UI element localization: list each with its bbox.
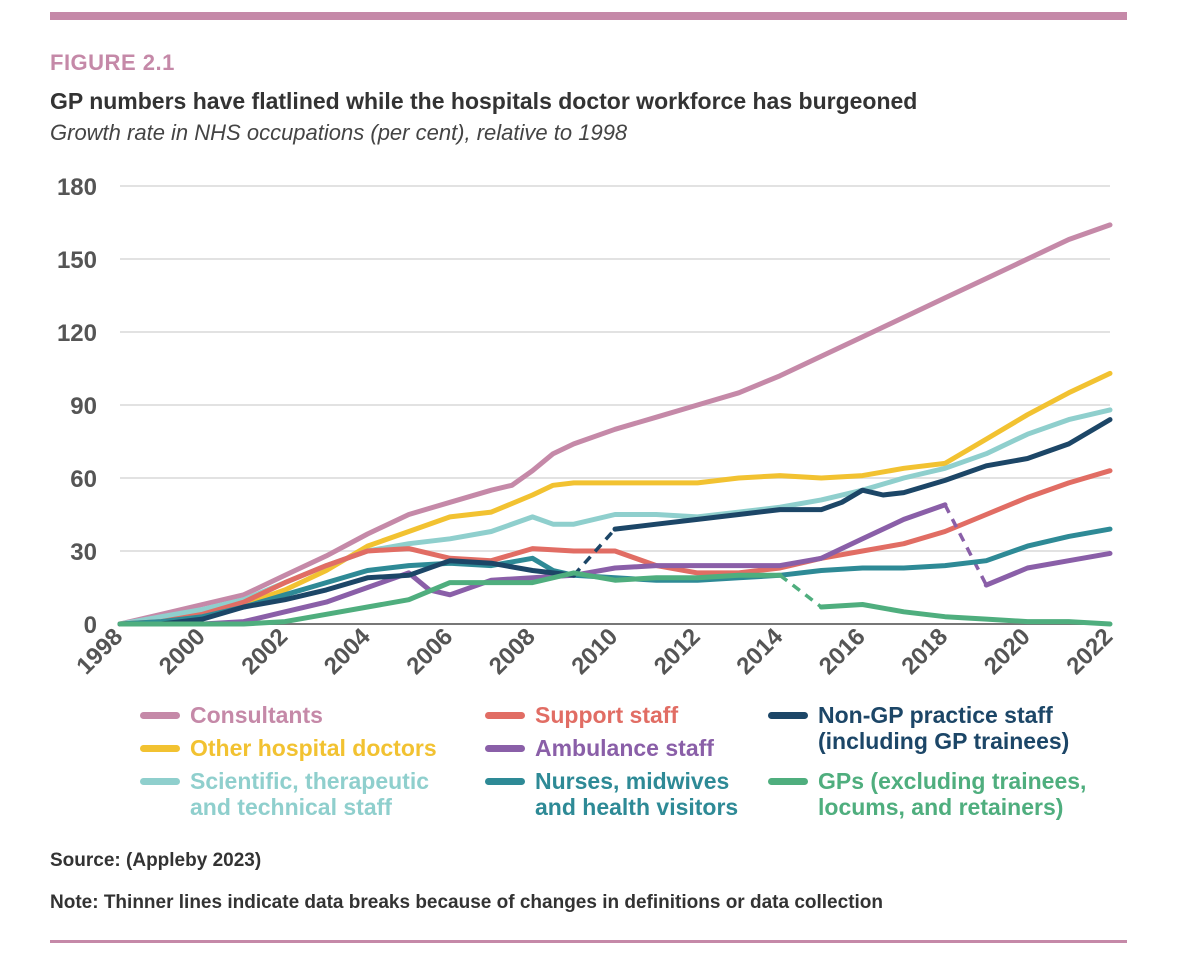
chart-title: GP numbers have flatlined while the hosp… xyxy=(50,88,918,114)
figure-label: FIGURE 2.1 xyxy=(50,50,175,75)
legend-swatch xyxy=(485,778,525,785)
x-tick-label: 2016 xyxy=(814,623,871,680)
legend-label: Non-GP practice staff (including GP trai… xyxy=(818,702,1070,754)
series-line-other-hospital-doctors xyxy=(117,370,1113,627)
series-line-gps-data-break xyxy=(778,573,823,609)
x-tick-label: 2000 xyxy=(154,623,211,680)
x-tick-label: 2006 xyxy=(401,623,458,680)
x-tick-label: 2002 xyxy=(236,623,293,680)
legend-item-gps: GPs (excluding trainees, locums, and ret… xyxy=(768,768,1086,820)
legend-swatch xyxy=(768,778,808,785)
line-chart: 0 30 60 90 120 150 180 1998 2000 2002 2004 2006 200… xyxy=(57,174,1118,680)
x-tick-label: 2018 xyxy=(896,623,953,680)
legend-label: Scientific, therapeutic and technical st… xyxy=(190,768,430,820)
legend-item-nurses-midwives: Nurses, midwives and health visitors xyxy=(485,768,738,820)
legend-swatch xyxy=(140,778,180,785)
legend-item-non-gp-practice-staff: Non-GP practice staff (including GP trai… xyxy=(768,702,1069,754)
legend-item-scientific-therapeutic-technical: Scientific, therapeutic and technical st… xyxy=(140,768,429,820)
series-line-non-gp-practice-staff-data-break xyxy=(572,527,617,577)
legend-swatch xyxy=(485,712,525,719)
series-line-gps-excluding-trainees-locums-and-retainers xyxy=(117,570,783,627)
y-tick-label: 180 xyxy=(57,174,97,201)
legend-label: Ambulance staff xyxy=(535,735,714,761)
legend-item-other-hospital-doctors: Other hospital doctors xyxy=(140,735,437,761)
legend-swatch xyxy=(485,745,525,752)
legend-label: GPs (excluding trainees, locums, and ret… xyxy=(818,768,1087,820)
chart-subtitle: Growth rate in NHS occupations (per cent… xyxy=(50,120,628,145)
series-line-ambulance-staff-after-break xyxy=(983,550,1113,588)
x-tick-label: 2004 xyxy=(319,623,376,680)
series-line-nurses-midwives-and-health-visitors xyxy=(117,526,1113,627)
x-tick-label: 1998 xyxy=(71,623,128,680)
footnote: Note: Thinner lines indicate data breaks… xyxy=(50,892,884,913)
source-note: Source: (Appleby 2023) xyxy=(50,850,262,871)
legend-item-consultants: Consultants xyxy=(140,702,323,728)
legend-label: Consultants xyxy=(190,702,323,728)
top-rule xyxy=(50,12,1127,20)
y-axis-ticks: 0 30 60 90 120 150 180 xyxy=(57,174,97,639)
y-tick-label: 90 xyxy=(70,393,97,420)
series-line-gps-after-break xyxy=(818,602,1113,627)
y-tick-label: 0 xyxy=(84,612,97,639)
series-line-non-gp-practice-staff-including-gp-trainees xyxy=(117,558,577,627)
bottom-rule xyxy=(50,940,1127,943)
legend-label: Nurses, midwives and health visitors xyxy=(535,768,739,820)
legend-swatch xyxy=(140,712,180,719)
legend-label: Other hospital doctors xyxy=(190,735,437,761)
y-tick-label: 120 xyxy=(57,320,97,347)
x-axis-ticks: 1998 2000 2002 2004 2006 2008 2010 2012 2014 2016… xyxy=(71,623,1118,680)
y-tick-label: 60 xyxy=(70,466,97,493)
gridlines xyxy=(120,185,1110,625)
legend-item-ambulance-staff: Ambulance staff xyxy=(485,735,714,761)
x-tick-label: 2010 xyxy=(566,623,623,680)
y-tick-label: 30 xyxy=(70,539,97,566)
series-line-consultants xyxy=(117,222,1113,627)
series-line-ambulance-staff xyxy=(117,502,948,627)
x-tick-label: 2012 xyxy=(649,623,706,680)
legend-swatch xyxy=(768,712,808,719)
legend-swatch xyxy=(140,745,180,752)
x-tick-label: 2022 xyxy=(1061,623,1118,680)
x-tick-label: 2020 xyxy=(979,623,1036,680)
x-tick-label: 2014 xyxy=(731,623,788,680)
x-tick-label: 2008 xyxy=(484,623,541,680)
legend-item-support-staff: Support staff xyxy=(485,702,678,728)
series-line-support-staff xyxy=(117,468,1113,627)
series-lines xyxy=(117,222,1113,627)
y-tick-label: 150 xyxy=(57,247,97,274)
legend-label: Support staff xyxy=(535,702,679,728)
series-line-non-gp-practice-staff-after-break xyxy=(612,417,1113,532)
